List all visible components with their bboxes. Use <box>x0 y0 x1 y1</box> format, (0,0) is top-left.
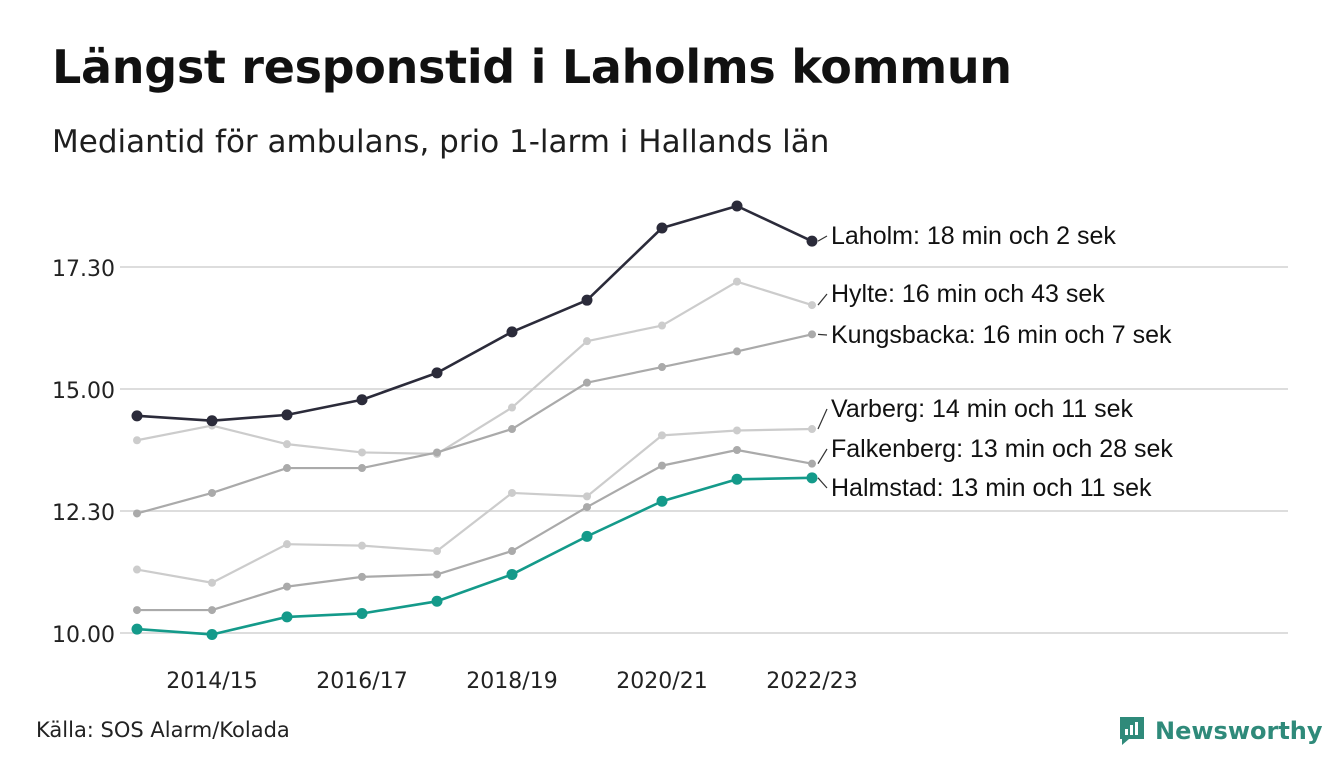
data-point-hylte <box>133 436 141 445</box>
chart-title: Längst responstid i Laholms kommun <box>52 40 1012 94</box>
data-point-hylte <box>508 403 516 412</box>
data-point-halmstad <box>281 611 293 623</box>
data-point-falkenberg <box>433 570 441 579</box>
data-point-kungsbacka <box>508 425 516 434</box>
data-point-kungsbacka <box>658 363 666 372</box>
brand-logo: Newsworthy <box>1117 714 1323 748</box>
x-tick-label: 2018/19 <box>466 669 557 694</box>
series-line-hylte <box>136 280 813 456</box>
data-point-varberg <box>358 541 366 550</box>
newsworthy-logo-icon <box>1120 717 1144 745</box>
data-point-kungsbacka <box>583 378 591 387</box>
data-point-halmstad <box>131 623 143 635</box>
data-point-hylte <box>658 321 666 330</box>
data-point-falkenberg <box>358 572 366 581</box>
series-label-falkenberg: Falkenberg: 13 min och 28 sek <box>831 435 1173 463</box>
data-point-kungsbacka <box>733 347 741 356</box>
x-tick-label: 2014/15 <box>166 669 257 694</box>
label-connector-kungsbacka <box>817 333 828 336</box>
data-point-halmstad <box>431 595 443 607</box>
data-point-kungsbacka <box>808 330 816 339</box>
data-point-hylte <box>583 337 591 346</box>
data-point-laholm <box>656 222 668 234</box>
data-point-laholm <box>506 326 518 338</box>
y-tick-label: 10.00 <box>52 623 115 648</box>
chart-subtitle: Mediantid för ambulans, prio 1-larm i Ha… <box>52 124 830 160</box>
series-line-falkenberg <box>137 448 813 612</box>
data-point-kungsbacka <box>433 448 441 457</box>
y-tick-label: 12.30 <box>52 501 115 526</box>
data-point-falkenberg <box>808 459 816 468</box>
data-point-halmstad <box>731 473 743 485</box>
y-tick-label: 17.30 <box>52 257 115 282</box>
label-connector-varberg <box>817 408 828 430</box>
x-tick-label: 2020/21 <box>616 669 707 694</box>
series-line-varberg <box>136 427 813 584</box>
data-point-laholm <box>431 367 443 379</box>
data-point-varberg <box>283 540 291 549</box>
y-tick-label: 15.00 <box>52 379 115 404</box>
data-point-varberg <box>508 488 516 497</box>
data-point-hylte <box>733 277 741 286</box>
data-point-halmstad <box>356 607 368 619</box>
series-label-laholm: Laholm: 18 min och 2 sek <box>831 222 1116 250</box>
data-point-laholm <box>131 410 143 422</box>
data-point-varberg <box>433 547 441 556</box>
data-point-falkenberg <box>583 503 591 512</box>
label-connector-hylte <box>817 293 828 306</box>
series-label-kungsbacka: Kungsbacka: 16 min och 7 sek <box>831 321 1172 349</box>
series-line-halmstad <box>136 476 813 636</box>
data-point-falkenberg <box>283 582 291 591</box>
data-point-falkenberg <box>733 446 741 454</box>
data-point-kungsbacka <box>358 464 366 473</box>
data-point-hylte <box>283 440 291 449</box>
data-point-halmstad <box>806 472 818 484</box>
data-point-hylte <box>358 448 366 457</box>
data-point-kungsbacka <box>283 464 291 473</box>
series-line-laholm <box>136 204 813 423</box>
x-tick-label: 2022/23 <box>766 669 857 694</box>
x-tick-label: 2016/17 <box>316 669 407 694</box>
data-point-laholm <box>206 415 218 427</box>
data-point-halmstad <box>206 628 218 640</box>
data-point-varberg <box>658 431 666 440</box>
data-point-varberg <box>583 492 591 501</box>
data-point-halmstad <box>656 495 668 507</box>
data-point-laholm <box>731 200 743 212</box>
series-label-hylte: Hylte: 16 min och 43 sek <box>831 280 1105 308</box>
brand-name: Newsworthy <box>1155 717 1323 745</box>
data-point-laholm <box>356 394 368 406</box>
data-point-laholm <box>281 409 293 421</box>
data-point-falkenberg <box>133 606 141 615</box>
data-point-laholm <box>806 235 818 247</box>
data-point-kungsbacka <box>133 509 141 518</box>
data-point-falkenberg <box>508 547 516 556</box>
series-line-kungsbacka <box>136 333 813 515</box>
series-label-halmstad: Halmstad: 13 min och 11 sek <box>831 474 1152 502</box>
source-note: Källa: SOS Alarm/Kolada <box>36 718 290 742</box>
data-point-laholm <box>581 294 593 306</box>
data-point-falkenberg <box>658 461 666 470</box>
label-connector-falkenberg <box>817 448 828 464</box>
data-point-halmstad <box>581 530 593 542</box>
data-point-varberg <box>208 578 216 587</box>
data-point-varberg <box>733 426 741 435</box>
series-label-varberg: Varberg: 14 min och 11 sek <box>831 395 1134 423</box>
label-connector-halmstad <box>817 477 828 489</box>
data-point-varberg <box>808 425 816 434</box>
data-point-halmstad <box>506 568 518 580</box>
label-connector-laholm <box>817 235 828 242</box>
data-point-hylte <box>808 301 816 310</box>
data-point-falkenberg <box>208 606 216 615</box>
data-point-varberg <box>133 565 141 574</box>
data-point-kungsbacka <box>208 488 216 497</box>
